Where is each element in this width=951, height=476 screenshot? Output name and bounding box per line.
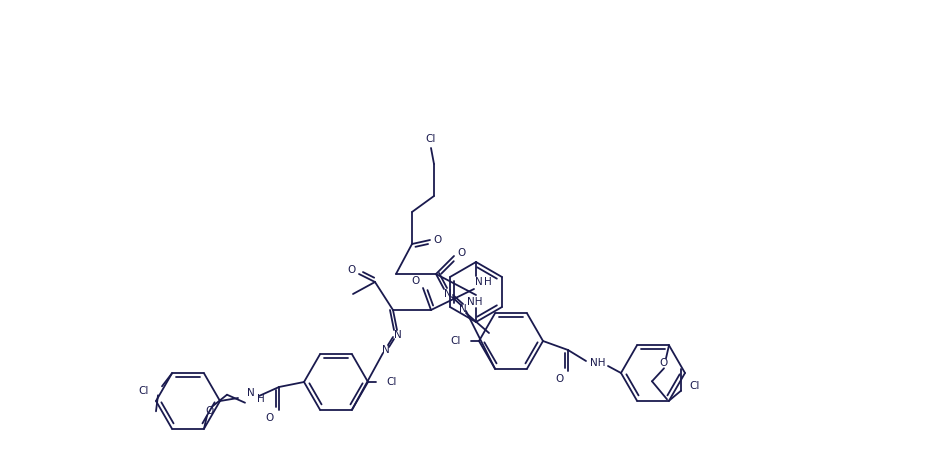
Text: O: O — [265, 413, 273, 423]
Text: H: H — [257, 394, 265, 404]
Text: Cl: Cl — [426, 134, 437, 144]
Text: N: N — [394, 330, 402, 340]
Text: O: O — [348, 265, 356, 275]
Text: Cl: Cl — [386, 377, 397, 387]
Text: O: O — [412, 276, 420, 286]
Text: N: N — [247, 388, 255, 398]
Text: O: O — [456, 248, 465, 258]
Text: Cl: Cl — [451, 336, 461, 346]
Text: N: N — [476, 277, 483, 287]
Text: NH: NH — [467, 297, 483, 307]
Text: O: O — [556, 374, 564, 384]
Text: Cl: Cl — [689, 381, 700, 391]
Text: N: N — [459, 304, 467, 314]
Text: O: O — [433, 235, 441, 245]
Text: N: N — [444, 289, 452, 299]
Text: N: N — [382, 345, 390, 355]
Text: O: O — [660, 358, 669, 368]
Text: O: O — [204, 406, 213, 416]
Text: Cl: Cl — [139, 387, 149, 397]
Text: H: H — [484, 277, 492, 287]
Text: NH: NH — [591, 358, 606, 368]
